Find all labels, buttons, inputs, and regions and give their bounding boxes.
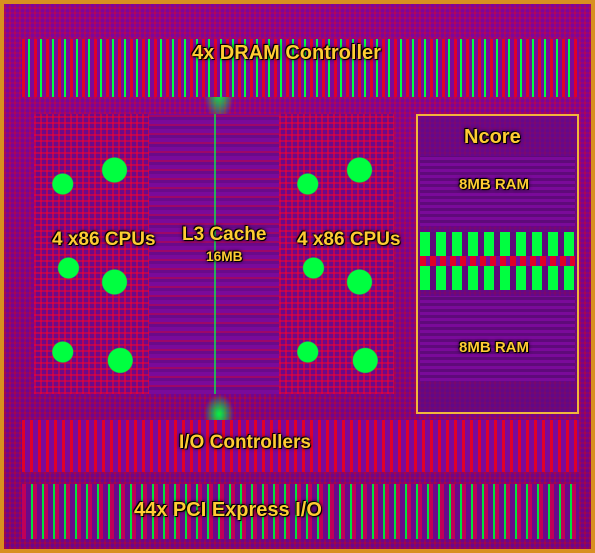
cpu-cluster-left (34, 114, 149, 394)
cpu-cluster-right (279, 114, 394, 394)
pci-express-region (22, 484, 579, 539)
ncore-compute-mid (420, 232, 575, 290)
io-controllers-region (22, 420, 579, 472)
cache-center-divider (214, 114, 216, 394)
die-shot-diagram: 4x DRAM Controller 4 x86 CPUs L3 Cache 1… (0, 0, 595, 553)
ncore-ram-bottom (420, 296, 575, 381)
dram-controller-region (22, 39, 579, 97)
ncore-mid-stripe (420, 256, 575, 266)
l3-cache-region (149, 114, 279, 394)
ncore-ram-top (420, 156, 575, 226)
